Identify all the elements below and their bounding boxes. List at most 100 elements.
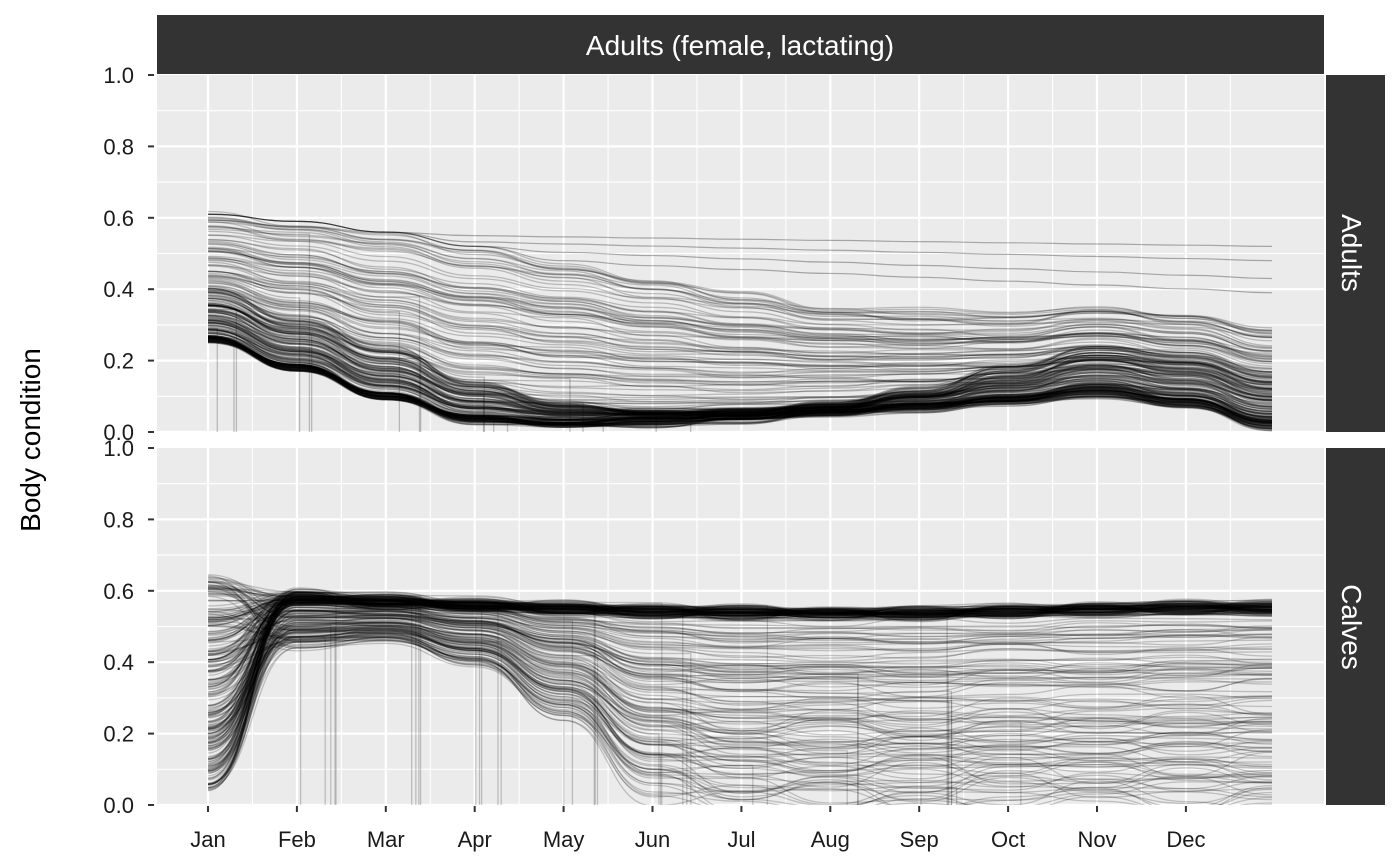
trajectory-line bbox=[207, 337, 1273, 426]
trajectory-line bbox=[207, 624, 1273, 790]
trajectory-line bbox=[207, 340, 1273, 430]
trajectory-line bbox=[207, 594, 1273, 695]
trajectory-line bbox=[207, 609, 1273, 672]
trajectory-line bbox=[207, 335, 1273, 429]
x-tick-label: Jun bbox=[635, 827, 670, 852]
trajectory-line bbox=[207, 588, 1273, 618]
trajectory-line bbox=[207, 308, 1273, 413]
trajectory-line bbox=[207, 280, 1273, 382]
trajectory-line bbox=[207, 640, 1273, 805]
trajectory-line bbox=[207, 610, 688, 805]
trajectory-line bbox=[207, 597, 1273, 750]
trajectory-line bbox=[207, 594, 1273, 627]
trajectory-line bbox=[207, 335, 1273, 426]
trajectory-line bbox=[207, 275, 1273, 381]
trajectory-line bbox=[207, 219, 1273, 334]
trajectory-line bbox=[207, 592, 1273, 740]
y-tick-label: 1.0 bbox=[103, 63, 134, 88]
trajectory-line bbox=[207, 338, 1273, 426]
trajectory-line bbox=[207, 337, 1273, 423]
trajectory-line bbox=[207, 319, 1273, 418]
trajectory-line bbox=[207, 590, 1273, 657]
trajectory-line bbox=[207, 598, 565, 805]
trajectory-line bbox=[207, 338, 1273, 425]
trajectory-line bbox=[207, 341, 495, 432]
trajectory-line bbox=[207, 225, 1273, 338]
trajectory-line bbox=[207, 297, 1273, 399]
trajectory-line bbox=[207, 626, 1273, 750]
trajectory-line bbox=[207, 319, 1273, 410]
trajectory-line bbox=[207, 606, 1273, 663]
trajectory-line bbox=[207, 618, 1273, 707]
trajectory-line bbox=[207, 336, 1273, 421]
trajectory-line bbox=[207, 613, 1273, 692]
trajectory-line bbox=[207, 307, 1273, 417]
trajectory-line bbox=[207, 604, 1273, 690]
trajectory-line bbox=[207, 315, 1273, 413]
x-tick-label: Feb bbox=[278, 827, 316, 852]
trajectory-line bbox=[207, 599, 1273, 774]
y-tick-label: 0.0 bbox=[103, 420, 134, 445]
trajectory-line bbox=[207, 598, 1273, 623]
trajectory-line bbox=[207, 624, 1273, 747]
trajectory-line bbox=[207, 600, 1273, 627]
trajectory-line bbox=[207, 342, 1273, 430]
trajectory-line bbox=[207, 335, 1273, 428]
trajectory-line bbox=[207, 277, 301, 432]
trajectory-line bbox=[207, 341, 1273, 428]
trajectory-line bbox=[207, 339, 1273, 425]
trajectory-line bbox=[207, 247, 1273, 357]
trajectory-line bbox=[207, 595, 1273, 627]
trajectory-line bbox=[207, 309, 1273, 416]
trajectory-line bbox=[207, 603, 1273, 672]
trajectory-line bbox=[207, 239, 1273, 348]
trajectory-line bbox=[207, 311, 1273, 418]
trajectory-line bbox=[207, 596, 684, 805]
row-strip-adults-label: Adults bbox=[1336, 214, 1367, 292]
trajectory-line bbox=[207, 634, 1273, 805]
trajectory-line bbox=[207, 595, 1273, 674]
trajectory-line bbox=[207, 613, 1273, 763]
trajectory-line bbox=[207, 629, 1273, 766]
trajectory-line bbox=[207, 595, 1273, 693]
trajectory-line bbox=[207, 588, 922, 805]
trajectory-line bbox=[207, 259, 1273, 363]
trajectory-line bbox=[207, 339, 1273, 426]
trajectory-line bbox=[207, 592, 1273, 789]
y-tick-label: 0.8 bbox=[103, 134, 134, 159]
trajectory-line bbox=[207, 589, 1273, 672]
trajectory-line bbox=[207, 294, 1273, 393]
trajectory-line bbox=[207, 616, 953, 805]
trajectory-line bbox=[207, 587, 1273, 743]
trajectory-line bbox=[207, 591, 1273, 655]
trajectory-line bbox=[207, 320, 1273, 416]
y-tick-label: 0.2 bbox=[103, 349, 134, 374]
trajectory-line bbox=[207, 618, 1273, 772]
trajectory-line bbox=[207, 593, 1273, 623]
trajectory-line bbox=[207, 600, 1273, 652]
y-tick-label: 0.6 bbox=[103, 206, 134, 231]
trajectory-line bbox=[207, 238, 1273, 352]
trajectory-line bbox=[207, 591, 1273, 710]
trajectory-line bbox=[207, 334, 1273, 425]
trajectory-line bbox=[207, 630, 662, 805]
trajectory-line bbox=[207, 332, 1273, 420]
trajectory-line bbox=[207, 340, 1273, 432]
trajectory-line bbox=[207, 600, 1273, 761]
trajectory-line bbox=[207, 602, 1273, 643]
trajectory-line bbox=[207, 335, 1273, 425]
trajectory-line bbox=[207, 295, 1273, 398]
trajectory-line bbox=[207, 299, 1273, 414]
trajectory-line bbox=[207, 336, 1273, 424]
trajectory-line bbox=[207, 622, 1273, 791]
trajectory-line bbox=[207, 261, 421, 432]
trajectory-line bbox=[207, 603, 1273, 647]
trajectory-line bbox=[207, 303, 1273, 415]
trajectory-line bbox=[207, 585, 1273, 616]
trajectory-line bbox=[207, 322, 1273, 415]
trajectory-line bbox=[207, 595, 1273, 805]
trajectory-line bbox=[207, 626, 1273, 756]
trajectory-line bbox=[207, 321, 1273, 422]
trajectory-line bbox=[207, 287, 1273, 414]
trajectory-line bbox=[207, 615, 599, 805]
